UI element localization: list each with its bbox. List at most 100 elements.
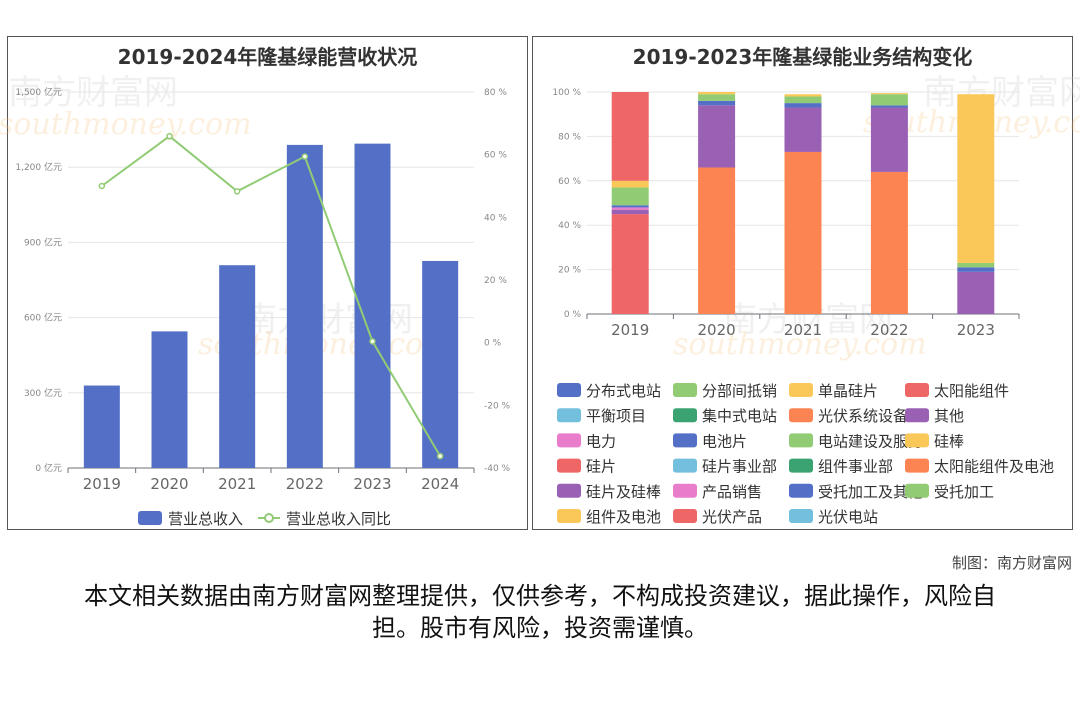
x-tick-label: 2020 [698,321,736,339]
stack-segment [784,151,822,314]
y2-tick-label: 80 % [484,88,507,98]
revenue-chart-title: 2019-2024年隆基绿能营收状况 [117,45,418,69]
legend-swatch [905,483,929,498]
legend-swatch [138,511,162,525]
legend-swatch [789,433,813,448]
y-tick-label: 60 % [558,177,581,187]
stack-segment [870,171,908,314]
legend-swatch [789,483,813,498]
legend-swatch [673,408,697,423]
legend-label: 其他 [934,407,964,425]
structure-chart-title: 2019-2023年隆基绿能业务结构变化 [632,45,973,69]
x-tick-label: 2023 [353,475,391,493]
stack-segment [698,94,736,101]
y-tick-label: 20 % [558,266,581,276]
yoy-point [166,132,173,140]
legend-swatch [905,383,929,397]
legend-label: 平衡项目 [586,407,646,425]
stack-segment [870,105,908,108]
legend-label: 硅片事业部 [702,458,777,476]
stack-segment [698,100,736,106]
x-tick-label: 2023 [957,321,995,339]
revenue-chart-svg: 0 亿元 300 亿元 600 亿元 900 亿元 1,200 亿元 1,500 亿元 -4… [15,86,511,528]
stack-segment [957,271,995,314]
legend-swatch [905,408,929,423]
revenue-bar [83,385,120,468]
legend-label: 电力 [586,432,616,450]
legend-swatch [905,433,929,448]
stack-segment [870,93,908,95]
yoy-point [369,338,376,345]
legend-swatch [264,513,274,523]
x-tick-label: 2019 [611,321,649,339]
stack-segment [611,207,649,210]
revenue-bar [422,260,459,468]
legend-label: 受托加工 [934,483,994,501]
y-tick-label: 300 亿元 [24,387,62,399]
legend-swatch [789,383,813,397]
y2-tick-label: -20 % [484,401,511,411]
y2-tick-label: 20 % [484,276,507,286]
y2-tick-label: 40 % [484,213,507,223]
stack-segment [611,180,649,188]
legend-label: 营业总收入 [168,510,243,528]
revenue-bar [151,331,188,468]
yoy-point [98,182,106,190]
stack-segment [870,94,908,106]
legend-swatch [789,458,813,473]
legend-swatch [673,483,697,498]
structure-chart-panel: 2019-2023年隆基绿能业务结构变化 南方财富网 southmoney.co… [532,36,1080,530]
legend-label: 光伏系统设备 [818,407,908,425]
stack-segment [698,105,736,168]
stack-segment [784,94,822,97]
legend-label: 硅片 [586,458,616,476]
y2-tick-label: 0 % [484,339,502,349]
stack-segment [611,205,649,208]
legend-label: 硅片及硅棒 [586,483,661,501]
stack-segment [611,92,649,181]
y-tick-label: 900 亿元 [24,236,62,248]
legend-label: 太阳能组件及电池 [934,458,1054,476]
stack-segment [611,187,649,206]
legend-swatch [905,458,929,473]
y2-tick-label: -40 % [484,464,511,474]
x-tick-label: 2022 [286,475,324,493]
revenue-bar [286,144,323,468]
legend-swatch [789,408,813,423]
legend-label: 单晶硅片 [818,382,878,400]
x-tick-label: 2024 [421,475,459,493]
stack-segment [957,267,995,272]
yoy-line [101,134,442,457]
revenue-bar [219,265,256,468]
legend-label: 太阳能组件 [934,382,1009,400]
legend-swatch [673,458,697,473]
legend-swatch [557,433,581,448]
x-tick-label: 2021 [218,475,256,493]
legend-label: 组件事业部 [818,458,893,476]
y-tick-label: 1,200 亿元 [15,161,62,173]
legend-label: 组件及电池 [586,508,661,526]
legend-swatch [673,383,697,397]
stack-segment [698,92,736,95]
y-tick-label: 100 % [552,88,581,98]
legend-label: 集中式电站 [702,407,777,425]
legend-label: 光伏电站 [818,508,878,526]
legend-label: 营业总收入同比 [286,510,391,528]
legend-label: 分部间抵销 [702,382,777,400]
y-tick-label: 0 亿元 [35,462,62,474]
stack-segment [957,262,995,268]
stack-segment [784,96,822,104]
legend-swatch [557,408,581,423]
disclaimer-text: 本文相关数据由南方财富网整理提供，仅供参考，不构成投资建议，据此操作，风险自担。… [84,582,996,642]
yoy-point [436,452,444,460]
y-tick-label: 1,500 亿元 [15,86,62,98]
legend-label: 受托加工及其他 [818,483,923,501]
y2-tick-label: 60 % [484,151,507,161]
chart-credit: 制图：南方财富网 [951,554,1072,572]
yoy-point [301,153,309,160]
x-tick-label: 2020 [150,475,188,493]
legend-swatch [789,509,813,523]
legend-label: 硅棒 [934,432,964,450]
legend-swatch [557,383,581,397]
stack-segment [870,107,908,172]
